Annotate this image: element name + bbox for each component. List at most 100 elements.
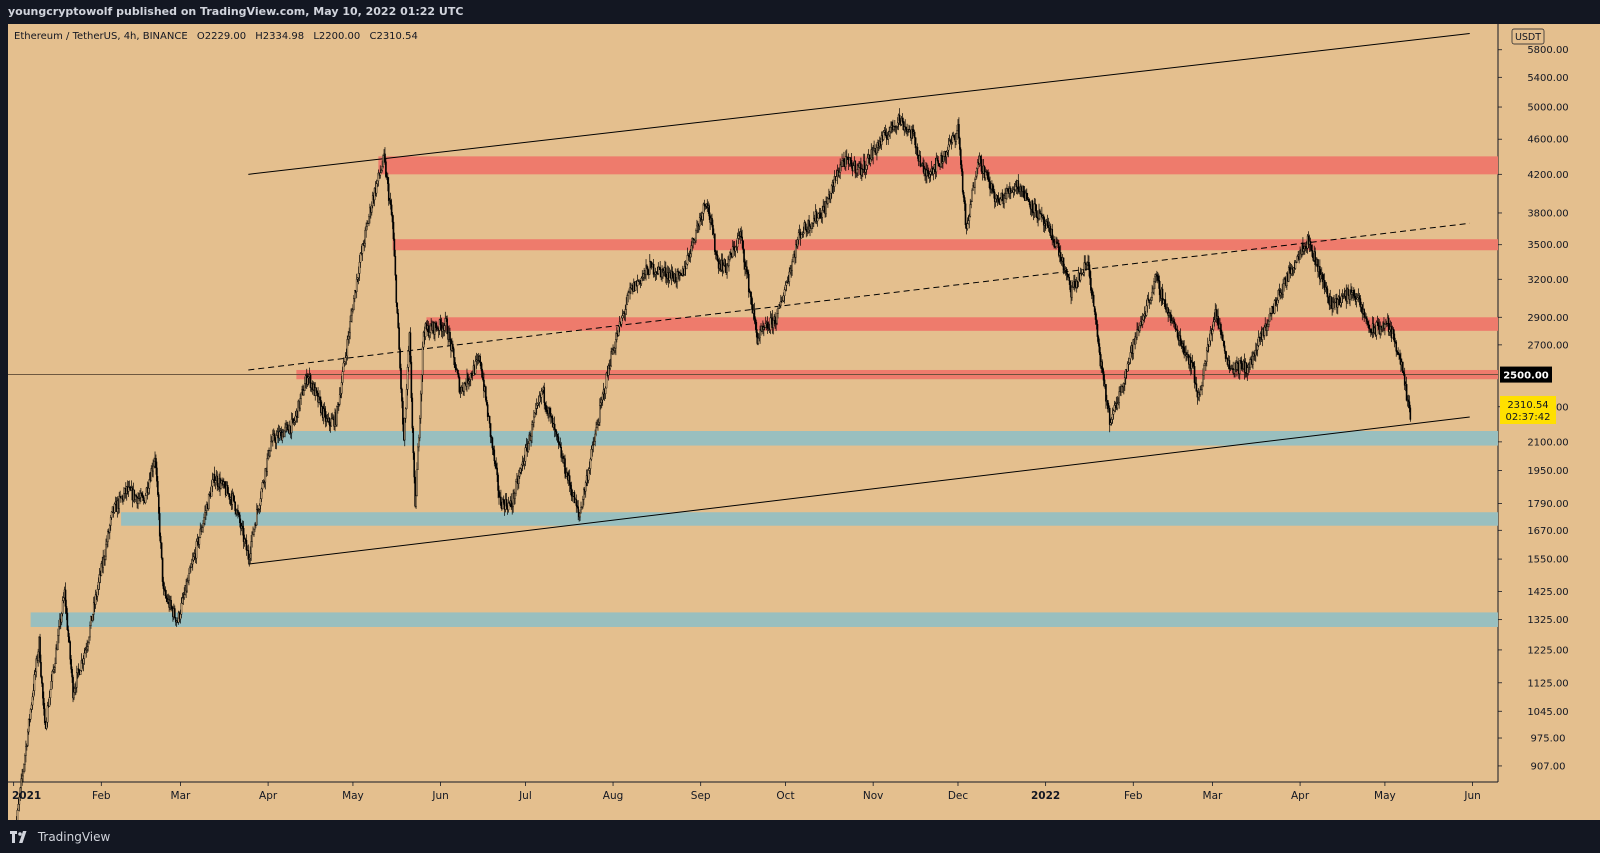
candle-body-957 [913,131,916,138]
currency-badge[interactable] [1511,28,1545,45]
time-axis: 2021 Feb Mar Apr May Jun Jul Aug Sep Oct Nov Dec 202… [12,782,1481,802]
candle-body-1210 [1152,288,1154,293]
candle-body-948 [905,126,907,130]
candle-body-228 [226,485,229,494]
candle-body-703 [674,273,677,282]
candle-body-108 [113,503,116,513]
candle-body-1319 [1254,350,1257,356]
candle-body-1007 [960,164,963,172]
candle-body-1333 [1268,320,1270,325]
candle-body-591 [568,475,571,486]
candle-body-1426 [1355,299,1358,302]
candle-body-992 [946,149,949,153]
candle-body-1264 [1203,365,1205,376]
candle-body-775 [742,240,744,250]
candle-body-1385 [1317,259,1319,272]
tradingview-logo-icon[interactable] [10,830,30,843]
chart-container[interactable]: 5800.00 5400.00 5000.00 4600.00 4200.00 3800.… [8,24,1600,853]
candle-body-1423 [1353,290,1355,297]
candle-body-685 [657,266,660,274]
candle-body-1177 [1121,386,1123,393]
candle-body-1086 [1035,204,1038,218]
candle-body-764 [731,246,734,258]
candle-body-1350 [1284,277,1286,280]
candle-body-264 [260,488,263,499]
candle-body-1475 [1402,361,1404,373]
candle-body-1337 [1271,306,1274,309]
candle-body-1236 [1176,329,1179,338]
candle-body-504 [486,404,489,417]
candle-body-993 [947,144,950,151]
candle-body-323 [316,391,318,394]
candle-body-497 [480,361,482,370]
candle-body-1124 [1071,287,1073,298]
candle-body-676 [649,261,651,275]
candle-body-981 [936,157,939,161]
candle-body-880 [841,160,843,167]
candle-body-855 [817,213,820,219]
candle-body-1334 [1269,313,1271,322]
y-tick-label: 1950.00 [1527,466,1568,477]
candle-body-600 [577,506,579,513]
candle-body-85 [92,614,94,621]
x-tick-label: Feb [1124,790,1143,802]
candle-body-1256 [1195,383,1198,392]
candle-body-1015 [968,216,971,221]
candle-body-1466 [1393,333,1396,342]
candle-body-155 [157,494,160,514]
candle-body-75 [82,658,85,664]
x-tick-label: Nov [863,790,884,802]
y-tick-label: 2100.00 [1527,437,1568,448]
x-tick-label: Mar [171,790,191,802]
candle-body-669 [642,273,645,278]
price-chart[interactable]: 5800.00 5400.00 5000.00 4600.00 4200.00 3800.… [8,24,1600,853]
candle-body-1196 [1139,325,1141,332]
candle-body-543 [523,460,526,465]
candle-body-428 [415,495,417,507]
candle-body-154 [157,481,159,495]
candle-body-205 [205,510,207,513]
candle-body-241 [239,514,241,524]
candle-body-1265 [1204,363,1206,366]
candle-body-831 [795,244,797,258]
candle-body-1449 [1377,322,1380,327]
x-tick-label: Oct [776,790,794,802]
candle-body-963 [919,155,922,167]
candle-body-217 [216,475,219,486]
candle-body-518 [500,496,502,506]
candle-body-204 [204,512,206,518]
candle-body-1254 [1193,366,1196,383]
brand-name[interactable]: TradingView [37,829,111,844]
candle-body-1023 [976,168,978,177]
candle-body-1421 [1351,292,1353,295]
candle-body-80 [87,642,89,648]
candle-body-886 [846,156,849,160]
support-zone-1 [276,430,1498,446]
candle-body-577 [555,431,558,435]
candle-body-1209 [1151,291,1153,298]
candle-body-982 [937,160,939,164]
candle-body-1296 [1233,369,1235,374]
time-scale-background[interactable] [8,782,1600,820]
candle-body-502 [485,386,487,401]
candle-body-1021 [974,179,976,188]
candle-body-404 [392,221,395,240]
candle-body-1207 [1149,300,1152,303]
candle-body-1040 [992,183,994,192]
candle-body-980 [935,157,938,173]
candle-body-1189 [1132,339,1135,354]
candle-body-1002 [956,130,958,134]
candle-body-828 [792,257,794,263]
candle-body-401 [389,200,392,206]
candle-body-356 [347,336,350,340]
candle-body-1481 [1407,399,1410,402]
candle-body-716 [686,254,689,265]
candle-body-499 [482,377,484,381]
candle-body-874 [835,176,838,181]
candle-body-376 [366,223,368,227]
candle-body-54 [62,597,65,601]
candle-body-5 [16,810,19,822]
candle-body-506 [488,415,491,424]
candle-body-144 [147,488,150,493]
candle-body-929 [887,134,890,140]
